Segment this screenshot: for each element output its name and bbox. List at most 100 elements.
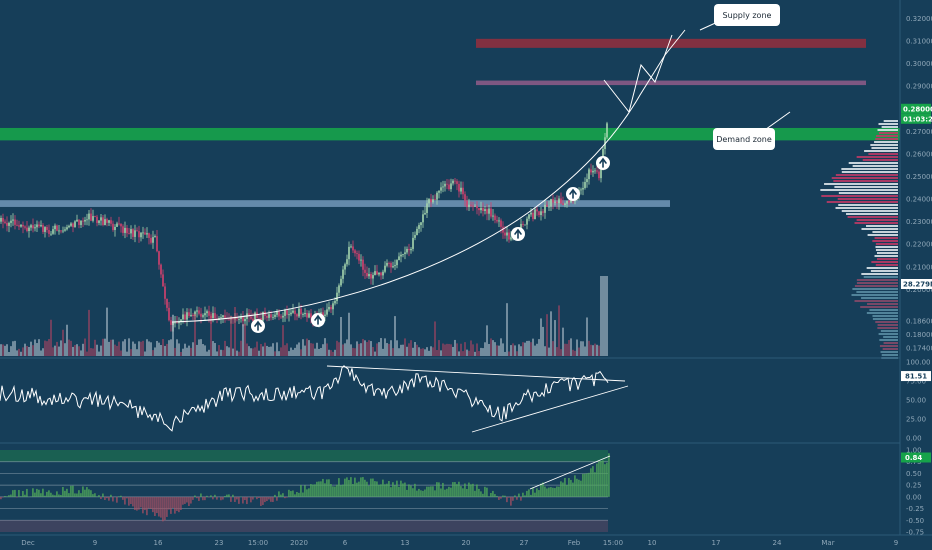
candle-body	[132, 229, 134, 237]
time-tick-label: 17	[712, 539, 721, 547]
osc-bar	[346, 477, 348, 497]
osc-bar	[72, 485, 74, 497]
rsi-axis[interactable]: 100.00 75.00 50.00 25.00 0.00 81.51	[901, 359, 931, 443]
volume-bar	[530, 342, 532, 356]
rsi-tick-label: 75.00	[906, 378, 926, 386]
volume-profile-bar	[881, 126, 898, 128]
osc-bar	[288, 489, 290, 497]
volume-bar	[194, 314, 196, 356]
candle-body	[276, 311, 278, 315]
osc-bar	[108, 496, 110, 501]
candle-body	[396, 260, 398, 266]
osc-bar	[414, 483, 416, 497]
candle-body	[84, 219, 86, 222]
candle-body	[292, 310, 294, 313]
volume-bar	[434, 321, 436, 356]
candle-body	[92, 216, 94, 221]
osc-bar	[68, 493, 70, 497]
candle-body	[124, 227, 126, 233]
osc-overbought-band	[0, 450, 608, 462]
osc-bar	[502, 495, 504, 497]
volume-bar	[192, 342, 194, 356]
candle-body	[406, 248, 408, 253]
osc-bar	[112, 496, 114, 502]
volume-bar	[138, 341, 140, 356]
volume-profile-bar	[826, 201, 898, 203]
candle-body	[464, 194, 466, 201]
candle-body	[592, 170, 594, 173]
osc-bar	[230, 496, 232, 502]
osc-bar	[302, 492, 304, 497]
volume-profile-bar	[841, 168, 898, 170]
oscillator-panel[interactable]	[0, 450, 611, 532]
osc-bar	[474, 490, 476, 497]
osc-bar	[362, 477, 364, 497]
volume-bar	[312, 343, 314, 356]
osc-bar	[492, 490, 494, 497]
candle-body	[74, 221, 76, 228]
osc-bar	[146, 496, 148, 516]
osc-bar	[6, 496, 8, 497]
volume-bar	[496, 345, 498, 356]
rsi-panel[interactable]	[0, 365, 629, 433]
volume-bar	[440, 350, 442, 356]
volume-bar	[276, 342, 278, 356]
price-panel[interactable]	[0, 29, 900, 359]
time-axis[interactable]: Dec 9 16 23 15:00 2020 6 13 20 27 Feb 15:00 10 17 24 Ma…	[21, 539, 898, 547]
volume-profile-bar	[875, 243, 898, 245]
osc-bar	[326, 479, 328, 497]
volume-bar	[320, 347, 322, 356]
volume-profile-bar	[870, 144, 898, 146]
osc-bar	[456, 484, 458, 497]
candle-body	[544, 204, 546, 213]
candle-body	[32, 225, 34, 229]
volume-bar	[148, 341, 150, 356]
osc-bar	[356, 482, 358, 497]
volume-bar	[298, 342, 300, 356]
osc-bar	[440, 488, 442, 497]
candle-body	[284, 310, 286, 316]
volume-profile-bar	[877, 327, 898, 329]
candle-body	[58, 230, 60, 232]
osc-bar	[342, 484, 344, 497]
osc-bar	[592, 466, 594, 497]
candle-body	[88, 213, 90, 220]
osc-bar	[236, 496, 238, 500]
osc-bar	[154, 496, 156, 517]
candle-body	[118, 223, 120, 225]
candle-body	[564, 203, 566, 205]
osc-bar	[534, 492, 536, 497]
demand-zone-label: Demand zone	[716, 135, 772, 144]
volume-bar	[310, 343, 312, 356]
candle-body	[254, 312, 256, 322]
oscillator-axis[interactable]: 1.000.750.500.250.00-0.25-0.50-0.750.84	[901, 447, 931, 537]
volume-bar	[48, 338, 50, 356]
volume-bar	[390, 340, 392, 356]
candle-body	[278, 311, 280, 317]
osc-bar	[220, 496, 222, 501]
osc-bar	[468, 482, 470, 497]
osc-bar	[364, 479, 366, 497]
volume-profile-bar	[882, 348, 898, 350]
volume-bar	[446, 343, 448, 356]
volume-profile-bar	[866, 267, 898, 269]
candle-body	[200, 313, 202, 317]
candle-body	[4, 221, 6, 223]
volume-bar	[64, 343, 66, 356]
volume-bar	[336, 340, 338, 356]
candle-body	[192, 314, 194, 317]
candle-body	[64, 229, 66, 231]
osc-bar	[434, 490, 436, 497]
candle-body	[158, 251, 160, 265]
demand-zone-callout: Demand zone	[713, 111, 791, 150]
volume-profile-bar	[876, 252, 898, 254]
osc-bar	[160, 496, 162, 518]
osc-bar	[594, 472, 596, 497]
osc-bar	[396, 480, 398, 497]
volume-bar	[174, 347, 176, 356]
candle-body	[60, 230, 62, 232]
volume-bar	[94, 339, 96, 356]
